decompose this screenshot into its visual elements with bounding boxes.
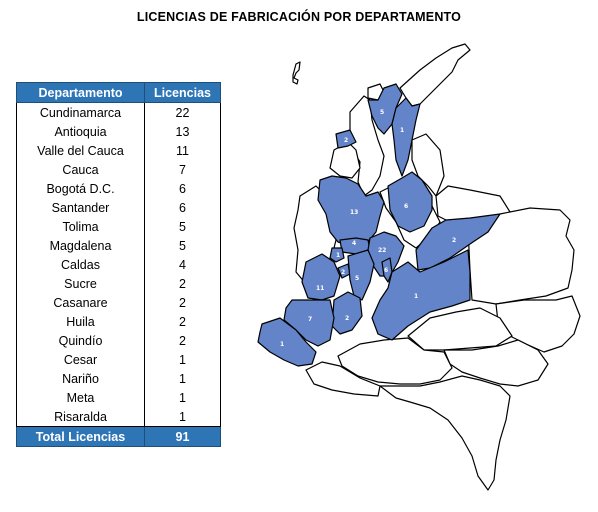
map-label-cesar: 1 (400, 127, 404, 134)
table-row: Antioquia 13 (16, 122, 221, 141)
table-row: Santander 6 (16, 198, 221, 217)
cell-departamento: Nariño (16, 369, 145, 388)
cell-licencias: 22 (144, 102, 221, 122)
cell-licencias: 2 (144, 331, 221, 350)
table-row: Quindío 2 (16, 331, 221, 350)
table-row: Caldas 4 (16, 255, 221, 274)
dept-sucre (335, 129, 357, 149)
dept-bogota (381, 257, 393, 283)
cell-licencias: 6 (144, 198, 221, 217)
cell-licencias: 1 (144, 369, 221, 388)
cell-departamento: Magdalena (16, 236, 145, 255)
map-label-magdalena: 5 (380, 109, 384, 116)
map-label-antioquia: 13 (350, 209, 358, 216)
table-row: Risaralda 1 (16, 407, 221, 427)
dept-meta (371, 249, 471, 341)
cell-licencias: 7 (144, 160, 221, 179)
dept-vaupes (443, 339, 549, 387)
dept-vichada (467, 207, 575, 305)
map-label-caldas: 4 (352, 240, 356, 247)
cell-licencias: 5 (144, 217, 221, 236)
dept-risaralda (329, 247, 345, 263)
table-row: Meta 1 (16, 388, 221, 407)
dept-cauca (283, 299, 335, 347)
map-label-narino: 1 (280, 341, 284, 348)
map-label-santander: 6 (404, 203, 408, 210)
cell-departamento: Risaralda (16, 407, 145, 427)
dept-tolima (347, 249, 375, 301)
column-header-departamento: Departamento (16, 82, 145, 103)
dept-amazonas (379, 375, 511, 491)
dept-cesar (391, 97, 421, 177)
cell-licencias: 4 (144, 255, 221, 274)
dept-narino (257, 317, 317, 367)
dept-santander (387, 171, 433, 233)
cell-licencias: 2 (144, 312, 221, 331)
cell-departamento: Huila (16, 312, 145, 331)
cell-licencias: 11 (144, 141, 221, 160)
cell-departamento: Cesar (16, 350, 145, 369)
cell-departamento: Sucre (16, 274, 145, 293)
cell-licencias: 13 (144, 122, 221, 141)
licenses-table: Departamento Licencias Cundinamarca 22 An… (16, 82, 221, 447)
dept-casanare (415, 213, 501, 271)
cell-departamento: Bogotá D.C. (16, 179, 145, 198)
table-total-row: Total Licencias 91 (16, 426, 221, 447)
map-label-cauca: 7 (308, 316, 312, 323)
dept-antioquia (317, 175, 385, 247)
total-label: Total Licencias (16, 426, 145, 447)
map-label-bogota: 6 (384, 267, 388, 274)
dept-valle (301, 253, 341, 301)
map-label-risaralda: 1 (336, 252, 340, 259)
map-label-cundinamarca: 22 (378, 247, 386, 254)
cell-licencias: 2 (144, 293, 221, 312)
cell-licencias: 6 (144, 179, 221, 198)
cell-departamento: Cauca (16, 160, 145, 179)
cell-departamento: Santander (16, 198, 145, 217)
cell-licencias: 2 (144, 274, 221, 293)
cell-licencias: 1 (144, 388, 221, 407)
map-label-meta: 1 (414, 293, 418, 300)
table-row: Magdalena 5 (16, 236, 221, 255)
table-header-row: Departamento Licencias (16, 82, 221, 103)
table-row: Valle del Cauca 11 (16, 141, 221, 160)
cell-licencias: 5 (144, 236, 221, 255)
map-label-tolima: 5 (355, 275, 359, 282)
cell-licencias: 1 (144, 407, 221, 427)
cell-departamento: Quindío (16, 331, 145, 350)
table-row: Cundinamarca 22 (16, 102, 221, 122)
colombia-map: 5 1 2 13 6 4 22 2 6 1 2 5 11 1 7 2 1 (257, 43, 581, 491)
cell-departamento: Casanare (16, 293, 145, 312)
map-label-huila: 2 (345, 315, 349, 322)
total-value: 91 (144, 426, 221, 447)
cell-departamento: Valle del Cauca (16, 141, 145, 160)
cell-departamento: Meta (16, 388, 145, 407)
cell-departamento: Antioquia (16, 122, 145, 141)
table-row: Bogotá D.C. 6 (16, 179, 221, 198)
map-label-quindio: 2 (341, 269, 345, 276)
cell-licencias: 1 (144, 350, 221, 369)
table-row: Nariño 1 (16, 369, 221, 388)
table-row: Huila 2 (16, 312, 221, 331)
page-title: LICENCIAS DE FABRICACIÓN POR DEPARTAMENT… (136, 10, 462, 24)
cell-departamento: Caldas (16, 255, 145, 274)
table-row: Casanare 2 (16, 293, 221, 312)
dept-putumayo (305, 361, 381, 397)
cell-departamento: Cundinamarca (16, 102, 145, 122)
dept-huila (331, 291, 363, 335)
column-header-licencias: Licencias (144, 82, 221, 103)
map-label-casanare: 2 (452, 237, 456, 244)
table-row: Tolima 5 (16, 217, 221, 236)
table-row: Cesar 1 (16, 350, 221, 369)
table-row: Sucre 2 (16, 274, 221, 293)
dept-guaviare (407, 307, 513, 351)
dept-caqueta (337, 337, 453, 385)
table-row: Cauca 7 (16, 160, 221, 179)
dept-san-andres (292, 61, 301, 85)
dept-la-guajira (399, 43, 471, 107)
cell-departamento: Tolima (16, 217, 145, 236)
map-label-valle: 11 (316, 285, 324, 292)
map-label-sucre: 2 (344, 137, 348, 144)
